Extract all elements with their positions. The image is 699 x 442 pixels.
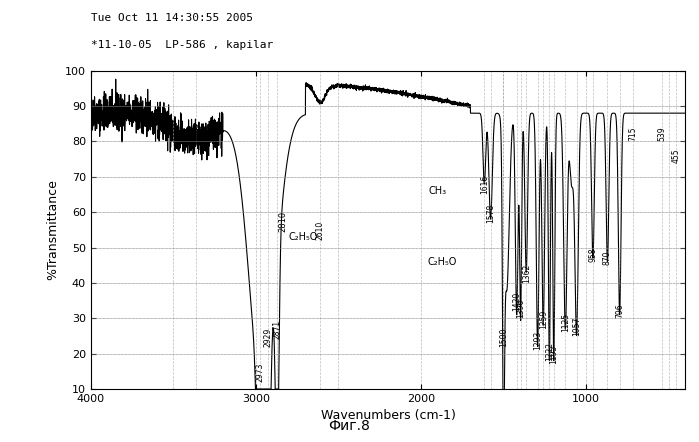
- Text: 539: 539: [658, 127, 667, 141]
- Text: 1362: 1362: [521, 263, 531, 283]
- Text: 958: 958: [589, 247, 598, 262]
- Text: 1125: 1125: [561, 313, 570, 332]
- Text: CH₃: CH₃: [428, 187, 447, 197]
- Y-axis label: %Transmittance: %Transmittance: [46, 179, 59, 280]
- Text: 796: 796: [615, 304, 624, 318]
- Text: 1500: 1500: [499, 327, 508, 347]
- Text: 870: 870: [603, 251, 612, 265]
- Text: *11-10-05  LP-586 , kapilar: *11-10-05 LP-586 , kapilar: [91, 40, 273, 50]
- Text: 1616: 1616: [480, 175, 489, 194]
- Text: 2610: 2610: [316, 221, 325, 240]
- Text: Фиг.8: Фиг.8: [329, 419, 370, 433]
- Text: 2929: 2929: [263, 327, 272, 347]
- Text: 455: 455: [672, 148, 680, 163]
- Text: 1222: 1222: [545, 342, 554, 361]
- Text: 1057: 1057: [572, 316, 581, 336]
- Text: 1259: 1259: [539, 309, 548, 329]
- Text: C₂H₅O: C₂H₅O: [428, 257, 457, 267]
- Text: 715: 715: [628, 127, 637, 141]
- Text: 2871: 2871: [273, 320, 282, 339]
- Text: 1293: 1293: [533, 331, 542, 350]
- Text: 1195: 1195: [549, 345, 559, 364]
- X-axis label: Wavenumbers (cm-1): Wavenumbers (cm-1): [321, 409, 455, 423]
- Text: 1578: 1578: [486, 203, 495, 223]
- Text: 2973: 2973: [256, 362, 265, 382]
- Text: 2810: 2810: [278, 211, 287, 232]
- Text: Tue Oct 11 14:30:55 2005: Tue Oct 11 14:30:55 2005: [91, 13, 253, 23]
- Text: C₂H₅O: C₂H₅O: [289, 232, 318, 243]
- Text: 1420: 1420: [512, 292, 521, 311]
- Text: 3365: 3365: [191, 122, 200, 141]
- Text: 1396: 1396: [516, 299, 525, 318]
